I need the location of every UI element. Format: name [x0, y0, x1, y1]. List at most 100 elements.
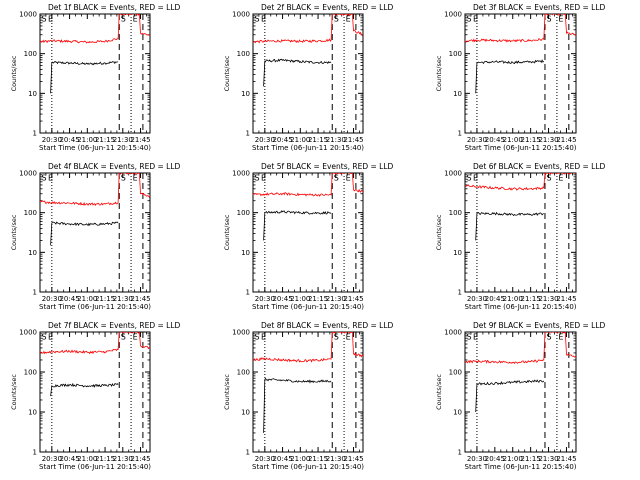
x-axis-label: Start Time (06-Jun-11 20:15:40) [465, 303, 577, 311]
detector-panel-4: Det 4f BLACK = Events, RED = LLD 1 10 100 10… [10, 162, 181, 311]
x-tick-label: 20:45 [59, 295, 79, 303]
events-series-line [263, 377, 332, 433]
panel-title: Det 8f BLACK = Events, RED = LLD [261, 321, 394, 330]
panel-title: Det 2f BLACK = Events, RED = LLD [261, 3, 394, 12]
marker-label-e: E [133, 333, 138, 342]
marker-label-e: E [346, 174, 351, 183]
x-tick-label: 20:30 [255, 136, 275, 144]
marker-label-e: E [48, 333, 53, 342]
y-tick-label: 10 [28, 249, 37, 257]
panel-title: Det 3f BLACK = Events, RED = LLD [473, 3, 606, 12]
x-tick-label: 21:30 [538, 136, 558, 144]
y-tick-label: 1000 [19, 170, 37, 178]
marker-label-s: S [546, 333, 551, 342]
x-tick-label: 21:45 [556, 455, 576, 463]
marker-label-s: S [546, 174, 551, 183]
y-axis-label: Counts/sec [10, 55, 18, 91]
x-tick-label: 21:15 [308, 455, 328, 463]
x-tick-label: 21:15 [95, 455, 115, 463]
panel-title: Det 6f BLACK = Events, RED = LLD [473, 162, 606, 171]
detector-panel-5: Det 5f BLACK = Events, RED = LLD 1 10 100 10… [223, 162, 394, 311]
y-tick-label: 1 [33, 289, 37, 297]
x-tick-label: 21:00 [503, 136, 523, 144]
y-tick-label: 100 [24, 209, 37, 217]
x-tick-label: 20:30 [42, 295, 62, 303]
y-tick-label: 1 [33, 449, 37, 457]
events-series-line [475, 59, 545, 94]
x-axis-label: Start Time (06-Jun-11 20:15:40) [252, 144, 364, 152]
marker-label-s: S [546, 15, 551, 24]
marker-label-s: S [255, 174, 260, 183]
marker-label-s: S [42, 174, 47, 183]
marker-label-e: E [473, 174, 478, 183]
x-tick-label: 20:30 [42, 455, 62, 463]
lld-series-line [40, 332, 150, 355]
plot-frame [464, 172, 577, 293]
y-tick-label: 10 [28, 409, 37, 417]
y-tick-label: 10 [241, 409, 250, 417]
marker-label-e: E [261, 333, 266, 342]
marker-label-e: E [261, 15, 266, 24]
panel-title: Det 9f BLACK = Events, RED = LLD [473, 321, 606, 330]
marker-label-s: S [467, 174, 472, 183]
x-tick-label: 21:30 [326, 136, 346, 144]
marker-label-e: E [133, 174, 138, 183]
y-tick-label: 100 [449, 50, 462, 58]
x-tick-label: 21:00 [77, 295, 97, 303]
x-tick-label: 21:15 [521, 295, 541, 303]
x-axis-label: Start Time (06-Jun-11 20:15:40) [465, 463, 577, 471]
marker-label-s: S [255, 333, 260, 342]
lld-series-line [40, 14, 150, 44]
marker-label-e: E [558, 15, 563, 24]
x-tick-label: 21:30 [326, 295, 346, 303]
marker-label-s: S [334, 15, 339, 24]
x-tick-label: 20:45 [485, 295, 505, 303]
events-series-line [50, 60, 119, 94]
plot-frame [252, 172, 364, 293]
marker-label-s: S [467, 15, 472, 24]
x-tick-label: 21:30 [113, 455, 133, 463]
marker-label-e: E [261, 174, 266, 183]
y-tick-label: 1 [246, 449, 250, 457]
y-tick-label: 1000 [444, 170, 462, 178]
marker-label-s: S [42, 333, 47, 342]
lld-series-line [253, 173, 363, 197]
lld-series-line [253, 14, 363, 44]
y-tick-label: 1000 [444, 11, 462, 19]
events-series-line [475, 211, 544, 241]
panel-title: Det 1f BLACK = Events, RED = LLD [48, 3, 181, 12]
y-axis-label: Counts/sec [223, 214, 231, 250]
marker-label-e: E [558, 333, 563, 342]
x-tick-label: 21:45 [130, 136, 150, 144]
x-axis-label: Start Time (06-Jun-11 20:15:40) [465, 144, 577, 152]
x-tick-label: 21:45 [130, 295, 150, 303]
lld-series-line [465, 14, 576, 43]
y-tick-label: 1 [458, 130, 462, 138]
marker-label-e: E [473, 15, 478, 24]
x-tick-label: 21:15 [308, 136, 328, 144]
y-axis-label: Counts/sec [435, 374, 443, 410]
plot-frame [464, 13, 577, 134]
marker-label-s: S [334, 333, 339, 342]
y-tick-label: 100 [24, 369, 37, 377]
x-tick-label: 20:45 [59, 136, 79, 144]
panel-title: Det 5f BLACK = Events, RED = LLD [261, 162, 394, 171]
y-axis-label: Counts/sec [10, 214, 18, 250]
events-series-line [50, 382, 119, 397]
marker-label-s: S [121, 15, 126, 24]
marker-label-e: E [48, 174, 53, 183]
plot-frame [39, 331, 151, 453]
lld-series-line [40, 173, 150, 207]
x-tick-label: 21:15 [308, 295, 328, 303]
y-tick-label: 100 [449, 369, 462, 377]
y-tick-label: 10 [453, 90, 462, 98]
y-tick-label: 1 [458, 449, 462, 457]
y-tick-label: 1 [246, 130, 250, 138]
x-tick-label: 20:30 [467, 455, 487, 463]
lld-series-line [253, 332, 363, 363]
y-tick-label: 1000 [232, 11, 250, 19]
y-tick-label: 10 [241, 249, 250, 257]
detector-panel-8: Det 8f BLACK = Events, RED = LLD 1 10 100 10… [223, 321, 394, 471]
y-tick-label: 100 [449, 209, 462, 217]
